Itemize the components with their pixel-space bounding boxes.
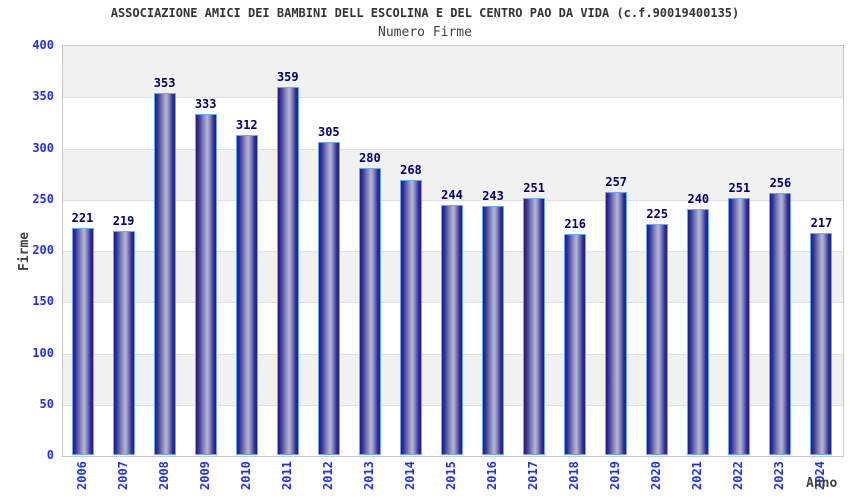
grid-band (63, 353, 843, 405)
y-tick-label: 100 (32, 345, 54, 360)
gridline (63, 148, 843, 150)
grid-band (63, 199, 843, 251)
x-tick-label: 2015 (444, 461, 458, 490)
x-tick-label: 2008 (156, 461, 171, 490)
grid-band (63, 148, 843, 200)
y-tick-label: 0 (46, 448, 54, 462)
gridline (63, 404, 843, 406)
x-tick-label: 2011 (279, 461, 294, 490)
x-tick-label: 2010 (238, 461, 253, 490)
gridline (63, 302, 843, 304)
x-tick-label: 2013 (361, 461, 376, 490)
x-tick-label: 2021 (690, 461, 705, 490)
x-tick-label: 2017 (526, 461, 541, 490)
grid-band (63, 97, 843, 149)
gridline (63, 251, 843, 252)
chart-title: ASSOCIAZIONE AMICI DEI BAMBINI DELL ESCO… (110, 6, 740, 20)
x-tick-label: 2018 (567, 461, 582, 490)
y-tick-label: 400 (32, 38, 54, 52)
grid-band (63, 302, 843, 354)
x-tick-label: 2023 (772, 461, 787, 490)
x-tick-label: 2016 (485, 461, 500, 490)
y-tick-label: 50 (39, 396, 54, 411)
x-tick-label: 2012 (320, 461, 335, 490)
gridline (63, 353, 843, 355)
x-tick-label: 2006 (74, 461, 89, 490)
grid-band (63, 404, 843, 456)
y-tick-label: 350 (32, 89, 54, 104)
y-tick-label: 250 (32, 191, 54, 206)
x-tick-label: 2019 (608, 461, 623, 490)
y-tick-label: 300 (32, 140, 54, 155)
plot-area (62, 45, 844, 457)
y-tick-label: 150 (32, 294, 54, 309)
chart-subtitle: Numero Firme (378, 25, 472, 40)
x-tick-label: 2022 (731, 461, 746, 490)
x-tick-label: 2007 (115, 461, 130, 490)
x-tick-label: 2009 (197, 461, 212, 490)
gridline (63, 199, 843, 201)
grid-band (63, 46, 843, 98)
grid-band (63, 251, 843, 303)
gridline (63, 97, 843, 99)
x-tick-label: 2014 (402, 461, 417, 490)
y-axis-title: Firme (17, 231, 32, 271)
x-tick-label: 2020 (649, 461, 664, 490)
x-axis-title: Anno (806, 476, 838, 491)
